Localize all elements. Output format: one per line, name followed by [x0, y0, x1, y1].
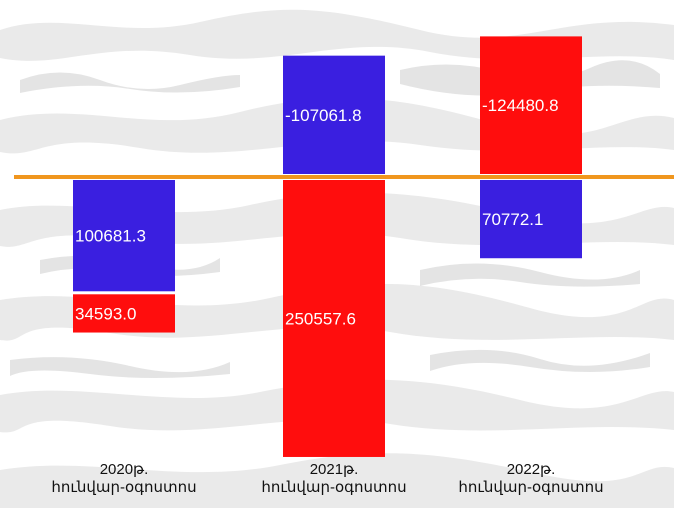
category-label-line-2: հունվար-օգոստոս	[51, 479, 197, 496]
data-label-2-1: 34593.0	[75, 304, 136, 323]
category-label-line-1: 2021թ.	[309, 461, 359, 478]
bar-2-2	[283, 180, 385, 457]
data-label-1-3: 70772.1	[482, 210, 543, 229]
bar-1-2	[283, 55, 385, 174]
data-label-1-1: 100681.3	[75, 227, 146, 246]
data-label-2-3: -124480.8	[482, 96, 559, 115]
bar-2-1	[73, 294, 175, 333]
bar-2-3	[480, 36, 582, 174]
data-label-1-2: -107061.8	[285, 106, 362, 125]
category-label-line-2: հունվար-օգոստոս	[458, 479, 604, 496]
category-label-line-1: 2020թ.	[99, 461, 149, 478]
category-label-line-2: հունվար-օգոստոս	[261, 479, 407, 496]
bar-1-1	[73, 180, 175, 292]
category-label-1: 2020թ. հունվար-օգոստոս	[39, 461, 209, 497]
category-label-2: 2021թ. հունվար-օգոստոս	[249, 461, 419, 497]
category-label-3: 2022թ. հունվար-օգոստոս	[446, 461, 616, 497]
data-label-2-2: 250557.6	[285, 309, 356, 328]
bar-1-3	[480, 180, 582, 259]
category-label-line-1: 2022թ.	[506, 461, 556, 478]
